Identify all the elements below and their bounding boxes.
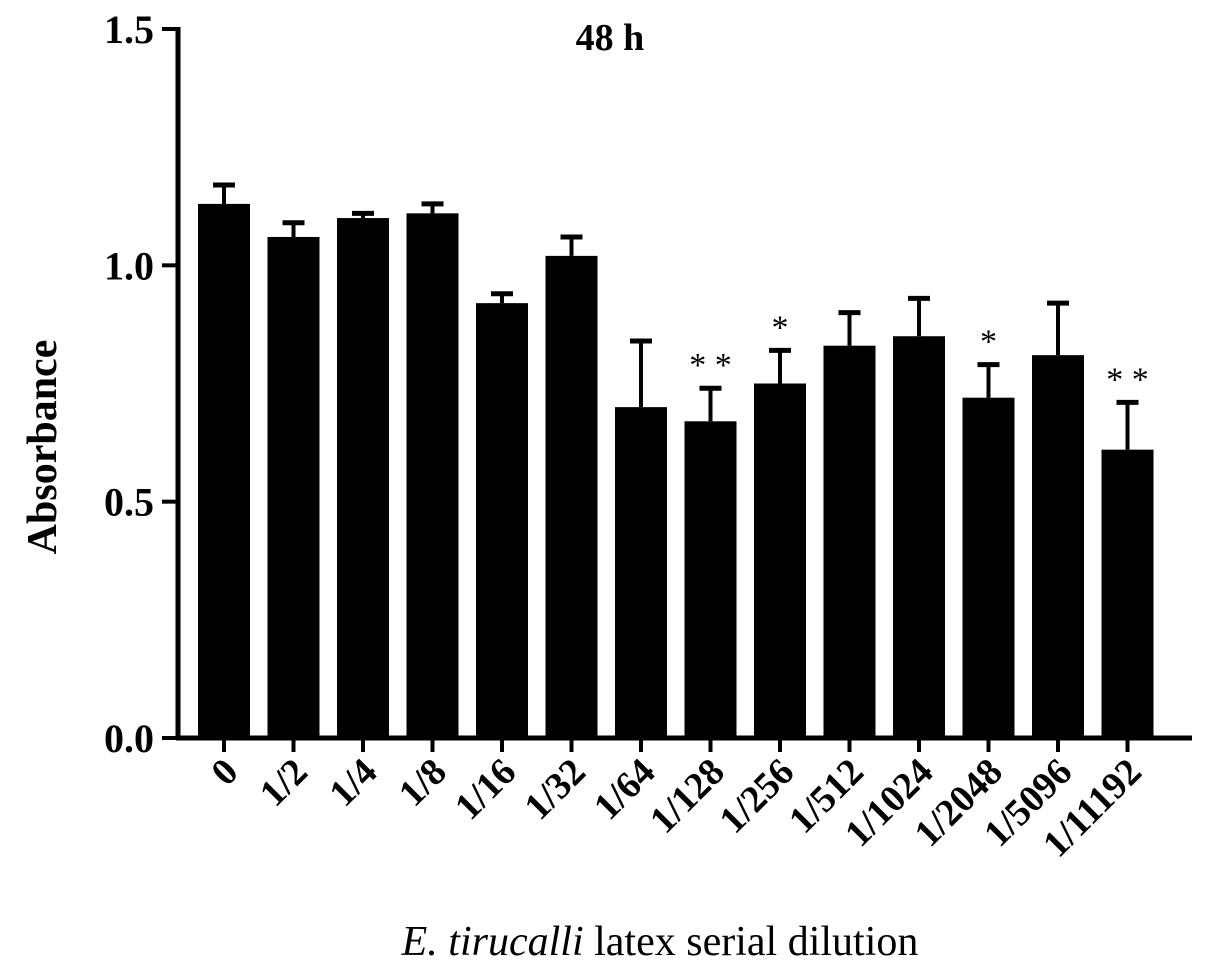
bar	[615, 407, 667, 738]
x-tick-label: 1/4	[321, 751, 385, 815]
bar	[476, 303, 528, 738]
bar	[1101, 449, 1154, 738]
bars-layer	[198, 182, 1154, 739]
x-tick-label: 1/32	[516, 751, 593, 828]
y-tick-label: 0.5	[104, 480, 154, 525]
x-tick-label: 1/128	[642, 751, 733, 842]
x-tick-label: 0	[203, 751, 246, 794]
y-tick-label: 1.5	[104, 7, 154, 52]
bar	[962, 397, 1015, 738]
x-axis-title-rest: latex serial dilution	[584, 919, 919, 965]
x-axis-title: E. tirucalli latex serial dilution	[401, 919, 919, 965]
bar	[198, 203, 250, 739]
y-tick-label: 1.0	[104, 243, 154, 288]
bar	[893, 336, 945, 738]
x-tick-label: 1/256	[711, 751, 802, 842]
bar	[1032, 355, 1084, 738]
significance-label: *	[772, 309, 789, 346]
y-axis-title: Absorbance	[20, 340, 66, 555]
significance-label: * *	[689, 347, 732, 384]
significance-label: *	[980, 324, 997, 361]
bar	[823, 345, 876, 738]
x-tick-label: 1/2	[252, 751, 316, 815]
bar	[267, 236, 320, 738]
bar	[684, 421, 737, 738]
bar	[337, 218, 389, 739]
bar	[406, 213, 459, 739]
axes-layer	[162, 27, 1192, 752]
chart-title: 48 h	[576, 17, 645, 59]
x-axis-title-italic: E. tirucalli	[401, 919, 584, 965]
y-tick-label: 0.0	[104, 716, 154, 761]
x-tick-label: 1/16	[447, 751, 524, 828]
bar	[545, 255, 598, 738]
significance-label: * *	[1106, 361, 1149, 398]
x-tick-label: 1/8	[391, 751, 455, 815]
bar	[754, 383, 806, 738]
